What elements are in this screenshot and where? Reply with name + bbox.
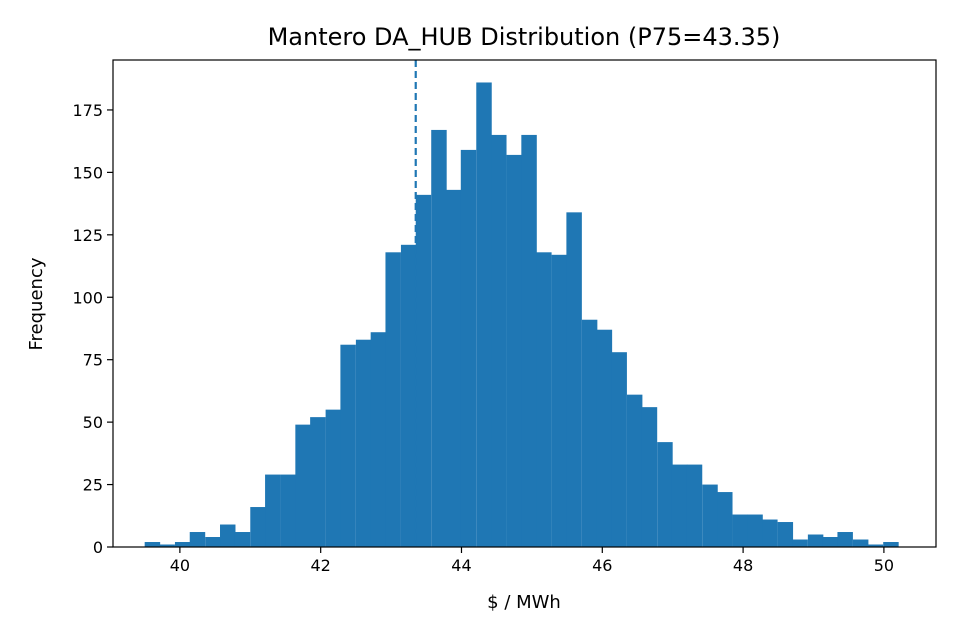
x-axis-label: $ / MWh (487, 592, 561, 613)
histogram-bar (205, 537, 221, 547)
histogram-bar (566, 212, 582, 547)
histogram-bar (581, 319, 598, 547)
x-tick-label: 42 (311, 556, 331, 575)
histogram-bar (220, 524, 236, 547)
histogram-bar (144, 542, 161, 547)
histogram-bar (792, 539, 808, 547)
y-tick-label: 100 (72, 288, 103, 307)
histogram-bar (551, 254, 568, 548)
histogram-bar (747, 514, 763, 547)
histogram-bar (852, 539, 869, 547)
histogram-bar (415, 194, 432, 548)
histogram-bar (626, 394, 643, 547)
histogram-bar (521, 134, 537, 548)
histogram-bar (295, 424, 311, 547)
x-tick-label: 40 (170, 556, 190, 575)
y-tick-label: 175 (72, 101, 103, 120)
y-tick-label: 25 (83, 476, 103, 495)
histogram-bar (234, 532, 251, 547)
y-tick-label: 0 (93, 538, 103, 557)
histogram-bar (280, 474, 297, 547)
histogram-bar (686, 464, 703, 547)
histogram-bar (159, 544, 175, 547)
histogram-bar (174, 542, 191, 547)
histogram-bars (144, 82, 899, 548)
histogram-bar (491, 134, 507, 548)
histogram-bar (189, 532, 206, 547)
histogram-bar (822, 537, 839, 547)
histogram-bar (837, 532, 853, 547)
x-tick-label: 46 (592, 556, 612, 575)
y-axis-label: Frequency (26, 257, 47, 350)
histogram-bar (370, 332, 387, 547)
histogram-bar (536, 252, 552, 548)
chart-title: Mantero DA_HUB Distribution (P75=43.35) (268, 23, 781, 51)
x-tick-label: 48 (733, 556, 753, 575)
histogram-bar (340, 344, 356, 547)
plot-frame (112, 59, 937, 548)
histogram-bar (657, 442, 673, 547)
histogram-bar (777, 522, 794, 547)
x-axis-ticks: 40 42 44 46 48 50 (170, 547, 894, 575)
y-tick-label: 125 (72, 226, 103, 245)
histogram-bar (671, 464, 688, 547)
histogram-bar (446, 189, 462, 547)
histogram-bar (762, 519, 778, 547)
histogram-bar (867, 544, 884, 547)
histogram-bar (265, 474, 281, 547)
x-tick-label: 50 (874, 556, 894, 575)
histogram-bar (310, 417, 326, 547)
histogram-bar (385, 252, 401, 548)
histogram-bar (596, 329, 613, 547)
histogram-bar (460, 149, 477, 547)
histogram-bar (506, 154, 523, 547)
histogram-bar (717, 492, 733, 547)
histogram-bar (732, 514, 749, 547)
y-tick-label: 150 (72, 163, 103, 182)
histogram-bar (641, 407, 658, 547)
x-tick-label: 44 (451, 556, 471, 575)
histogram-bar (431, 129, 447, 547)
histogram-bar (400, 244, 417, 547)
y-axis-ticks: 0 25 50 75 100 125 150 175 (72, 101, 113, 557)
y-tick-label: 75 (83, 351, 103, 370)
histogram-bar (883, 542, 899, 547)
histogram-bar (250, 507, 266, 547)
histogram-bar (325, 409, 342, 547)
histogram-bar (476, 82, 492, 547)
histogram-bar (702, 484, 718, 547)
y-tick-label: 50 (83, 413, 103, 432)
histogram-bar (355, 339, 372, 547)
histogram-bar (807, 534, 824, 547)
histogram-bar (611, 352, 627, 547)
